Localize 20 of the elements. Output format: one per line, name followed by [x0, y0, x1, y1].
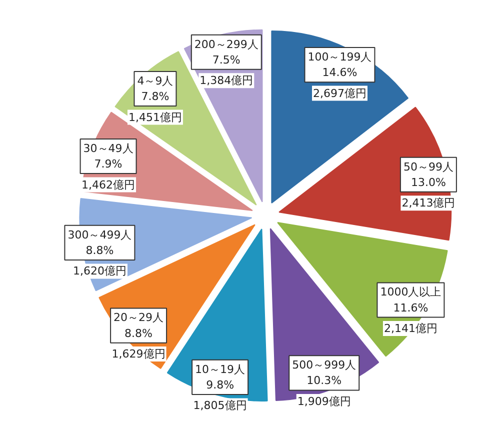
- slice-label: 500～999人: [292, 358, 356, 372]
- data-label: 13.0% 2,413億円: [402, 176, 456, 210]
- slice-label: 200～299人: [194, 38, 258, 51]
- slice-label: 4～9人: [137, 74, 174, 88]
- slice-label: 300～499人: [68, 228, 132, 242]
- slice-label: 100～199人: [308, 50, 372, 64]
- data-label: 7.9% 1,462億円: [82, 158, 136, 192]
- data-label: 11.6% 2,141億円: [384, 301, 438, 335]
- data-label: 14.6% 2,697億円: [312, 66, 366, 100]
- data-label: 7.5% 1,384億円: [200, 53, 254, 88]
- data-label: 8.8% 1,620億円: [72, 244, 126, 278]
- data-label: 9.8% 1,805億円: [193, 378, 247, 412]
- slice-label: 20～29人: [114, 311, 164, 324]
- slice-label: 1000人以上: [380, 286, 442, 299]
- data-label: 8.8% 1,629億円: [112, 326, 166, 361]
- slice-label: 30～49人: [83, 142, 134, 155]
- slice-label: 10～19人: [195, 362, 246, 376]
- slice-label: 50～99人: [403, 160, 454, 174]
- data-label: 10.3% 1,909億円: [297, 374, 351, 408]
- data-label: 7.8% 1,451億円: [128, 90, 182, 124]
